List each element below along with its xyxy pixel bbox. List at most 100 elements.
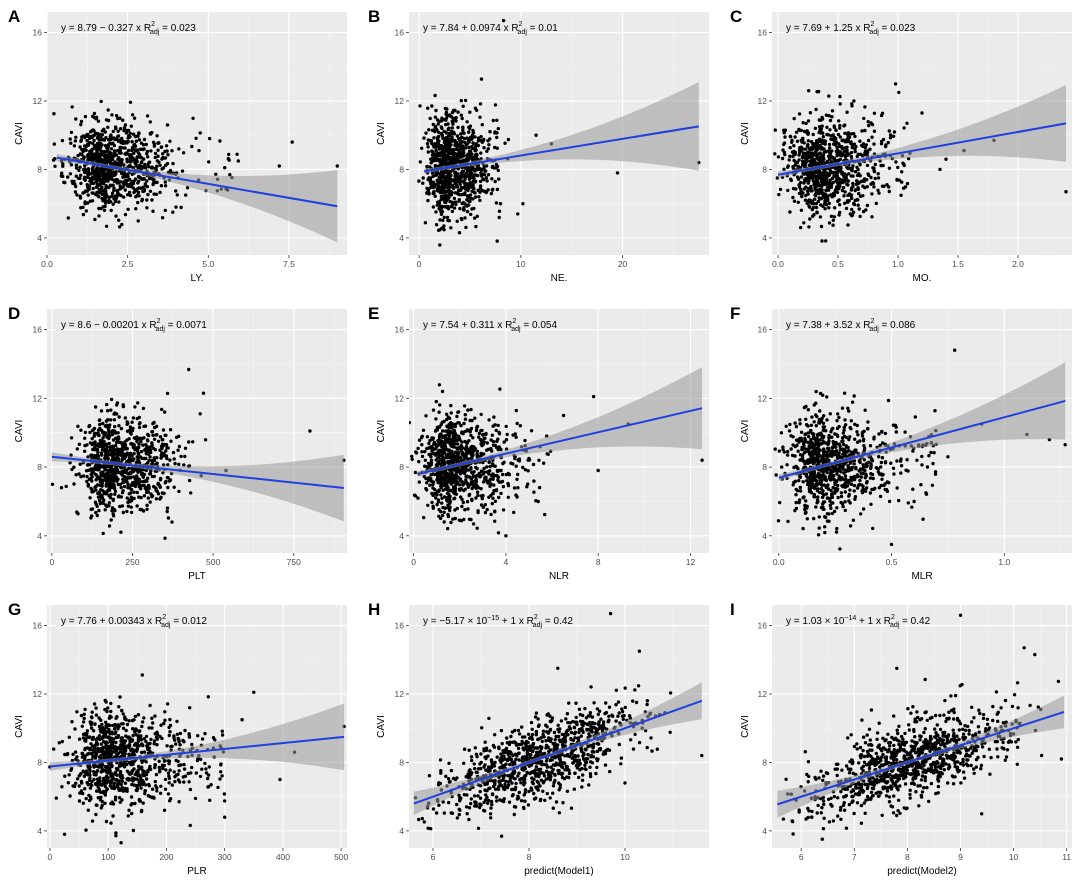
data-point [437, 425, 442, 429]
data-point [466, 408, 470, 412]
y-axis-title: CAVI [376, 420, 387, 443]
data-point [445, 475, 449, 480]
data-point [905, 458, 909, 462]
data-point [822, 414, 826, 418]
data-point [459, 186, 464, 191]
data-point [499, 447, 503, 452]
data-point [160, 167, 164, 171]
data-point [493, 509, 497, 513]
data-point [900, 180, 904, 184]
data-point [823, 182, 827, 187]
data-point [461, 128, 465, 132]
data-point [858, 214, 862, 219]
data-point [442, 118, 446, 122]
data-point [491, 472, 495, 476]
data-point-outlier [893, 82, 898, 86]
data-points [773, 82, 1068, 243]
data-point [454, 155, 458, 159]
data-point [105, 504, 109, 509]
data-point [112, 188, 116, 193]
data-point [476, 136, 481, 140]
data-point [432, 442, 436, 446]
data-point [823, 202, 827, 206]
data-point [853, 437, 857, 441]
data-point [459, 99, 463, 103]
data-point [93, 442, 97, 446]
data-point [105, 442, 109, 446]
data-point [100, 192, 104, 196]
data-point [153, 425, 157, 430]
data-point [112, 467, 117, 471]
data-point [148, 120, 152, 124]
data-point [828, 151, 833, 155]
data-point [84, 209, 89, 213]
data-point [424, 131, 428, 135]
data-point [468, 151, 473, 155]
data-point [813, 126, 818, 130]
data-point [157, 160, 161, 164]
data-point [810, 201, 814, 206]
data-point [483, 510, 488, 515]
data-point [457, 180, 461, 184]
data-point [442, 510, 446, 514]
data-point [787, 158, 791, 162]
data-point [166, 485, 170, 490]
data-point [177, 147, 181, 151]
data-point [142, 436, 146, 440]
data-point [166, 516, 171, 520]
data-point [123, 152, 127, 156]
data-point [128, 425, 133, 429]
data-point [96, 433, 101, 437]
data-point [459, 146, 463, 150]
data-point [463, 216, 467, 220]
data-point [799, 175, 804, 179]
data-point [156, 482, 160, 487]
data-point [801, 121, 805, 125]
data-point [96, 450, 100, 454]
data-point [433, 164, 437, 168]
data-point [442, 520, 446, 524]
data-point [490, 449, 494, 453]
data-point [153, 448, 157, 452]
data-point [439, 442, 443, 446]
data-point [128, 451, 133, 456]
data-point [105, 464, 109, 468]
data-point [203, 438, 208, 442]
data-point [90, 507, 95, 511]
data-point [436, 186, 440, 191]
data-point [437, 147, 442, 151]
data-point [827, 201, 831, 206]
data-point [860, 129, 864, 133]
data-point [791, 186, 796, 191]
data-point [161, 437, 165, 442]
data-point [172, 457, 176, 461]
data-point [92, 111, 97, 116]
data-point [439, 484, 443, 488]
data-point [843, 155, 848, 159]
data-point [451, 148, 456, 153]
y-axis-title: CAVI [14, 122, 25, 145]
data-point [476, 509, 480, 513]
data-point-outlier [596, 468, 600, 473]
data-point [429, 182, 433, 186]
data-point [112, 197, 116, 201]
data-point [832, 215, 836, 219]
data-point [125, 429, 130, 433]
data-point [453, 508, 457, 512]
panel-label: A [8, 7, 20, 26]
data-point [801, 147, 805, 151]
data-point [830, 511, 835, 516]
data-point [161, 152, 165, 156]
data-point [127, 152, 131, 156]
data-point [109, 408, 113, 412]
data-point [437, 514, 441, 518]
data-point [125, 480, 129, 484]
data-point [819, 131, 823, 135]
confidence-band [424, 82, 699, 174]
data-point [130, 420, 134, 424]
data-point [60, 171, 64, 175]
data-point [155, 134, 159, 138]
data-point [475, 425, 479, 430]
data-point [64, 484, 68, 489]
data-point [126, 148, 131, 153]
